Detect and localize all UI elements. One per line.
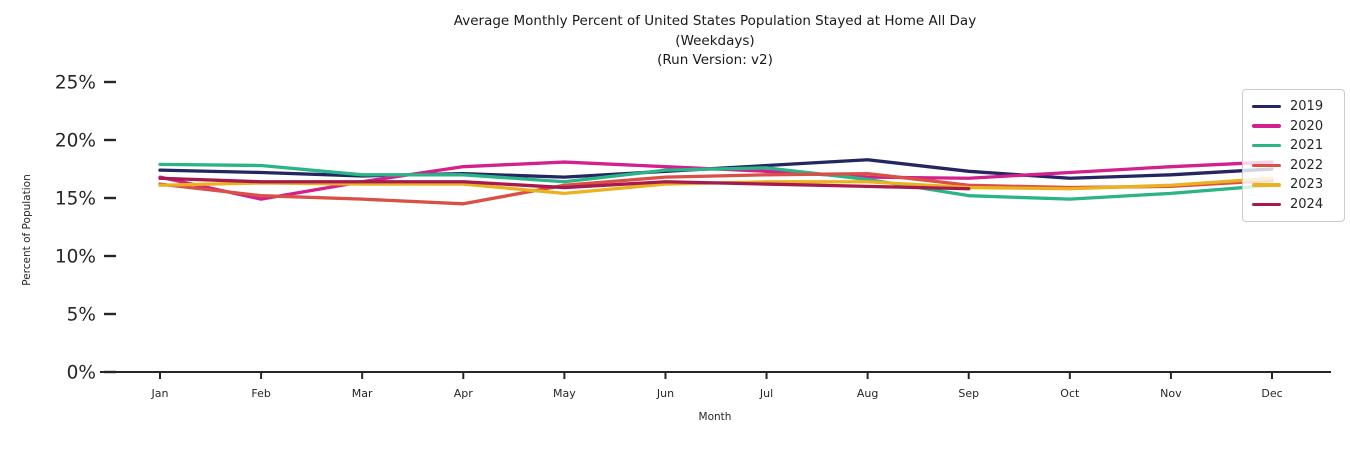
x-tick-label: Jun bbox=[656, 387, 674, 400]
legend-swatch-2019 bbox=[1252, 104, 1281, 109]
legend-swatch-2022 bbox=[1252, 163, 1281, 168]
x-tick-label: Sep bbox=[958, 387, 979, 400]
y-tick-label: 0% bbox=[67, 363, 96, 384]
x-tick-label: Aug bbox=[857, 387, 878, 400]
legend-label-2021: 2021 bbox=[1290, 138, 1324, 154]
legend-label-2019: 2019 bbox=[1290, 99, 1324, 114]
legend-swatch-2021 bbox=[1252, 143, 1281, 148]
legend-swatch-2023 bbox=[1252, 183, 1281, 187]
chart-title-line3: (Run Version: v2) bbox=[657, 52, 773, 68]
legend-label-2020: 2020 bbox=[1290, 118, 1324, 134]
series-line-2024 bbox=[158, 176, 971, 191]
x-tick-label: May bbox=[553, 387, 576, 400]
y-tick-label: 5% bbox=[67, 305, 96, 326]
legend-item-2022: 2022 bbox=[1252, 156, 1334, 175]
legend-label-2024: 2024 bbox=[1290, 196, 1324, 212]
legend-item-2023: 2023 bbox=[1252, 175, 1334, 194]
chart-title-line1: Average Monthly Percent of United States… bbox=[453, 13, 977, 29]
x-tick-label: Feb bbox=[251, 387, 270, 400]
y-tick-label: 25% bbox=[55, 73, 96, 94]
chart-title-line2: (Weekdays) bbox=[675, 32, 755, 49]
x-tick-label: Dec bbox=[1261, 387, 1282, 400]
legend-item-2024: 2024 bbox=[1252, 195, 1334, 214]
x-tick-label: Jan bbox=[151, 387, 169, 400]
legend-swatch-2020 bbox=[1252, 124, 1281, 128]
x-tick-label: Mar bbox=[352, 387, 373, 400]
x-tick-label: Jul bbox=[759, 387, 773, 400]
y-tick-label: 15% bbox=[55, 189, 96, 210]
legend-item-2021: 2021 bbox=[1252, 136, 1334, 155]
chart-title: Average Monthly Percent of United States… bbox=[100, 12, 1330, 71]
x-tick-label: Apr bbox=[454, 387, 474, 400]
legend-label-2022: 2022 bbox=[1290, 157, 1324, 173]
legend-swatch-2024 bbox=[1252, 202, 1281, 207]
series-line-2021 bbox=[158, 162, 1274, 201]
x-axis-label: Month bbox=[698, 411, 732, 423]
legend: 2019 2020 2021 2022 2023 2024 bbox=[1242, 89, 1345, 222]
y-tick-label: 10% bbox=[55, 247, 96, 268]
y-tick-label: 20% bbox=[55, 131, 96, 152]
legend-label-2023: 2023 bbox=[1290, 177, 1324, 193]
x-tick-label: Oct bbox=[1060, 387, 1080, 400]
legend-item-2019: 2019 bbox=[1252, 97, 1334, 116]
legend-item-2020: 2020 bbox=[1252, 117, 1334, 136]
x-tick-label: Nov bbox=[1160, 387, 1182, 400]
